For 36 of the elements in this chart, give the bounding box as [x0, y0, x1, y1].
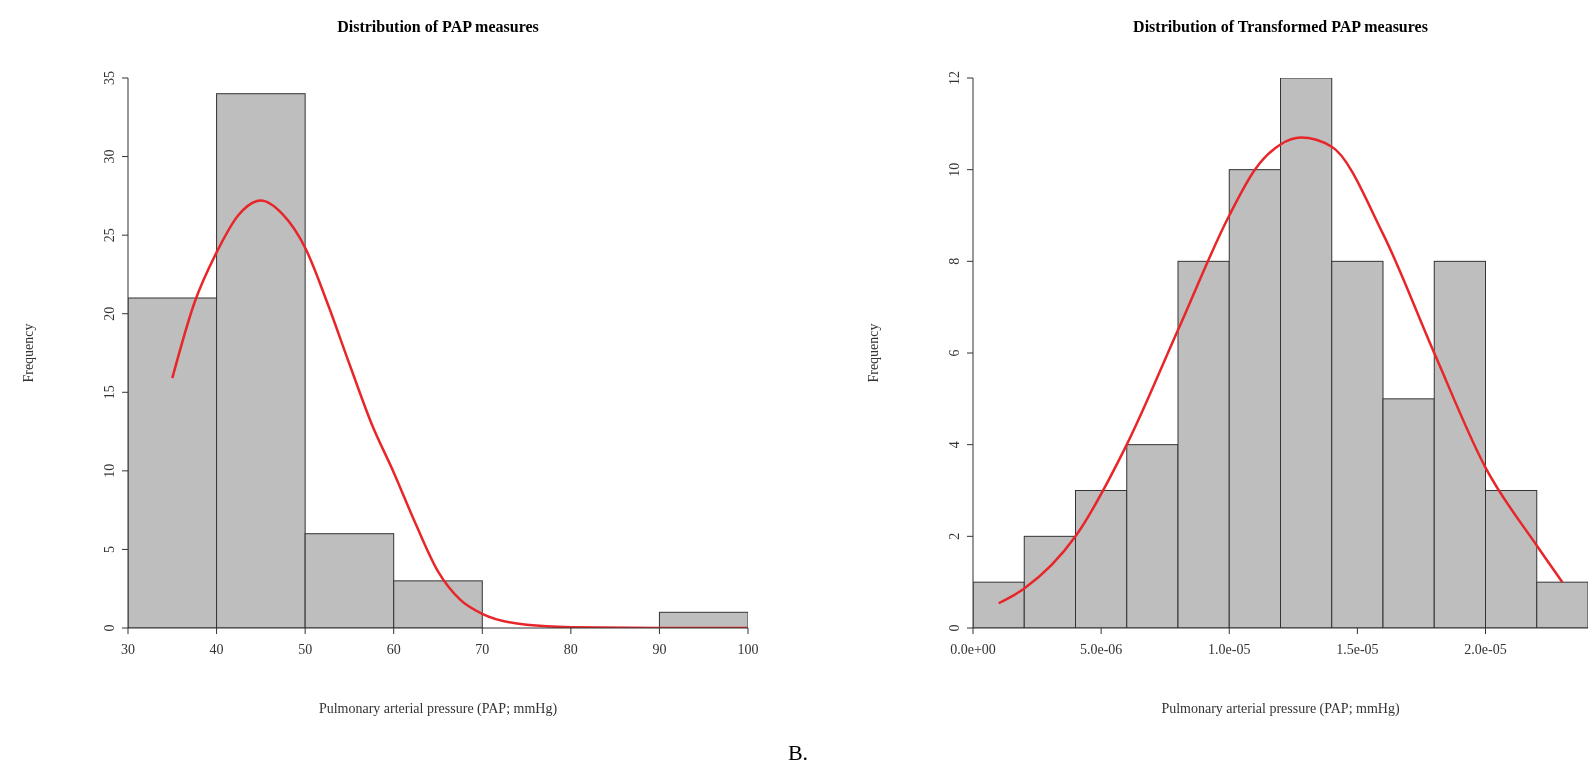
- y-tick-label: 8: [947, 257, 962, 265]
- y-tick-label: 10: [947, 162, 962, 177]
- x-tick-label: 1.5e-05: [1336, 641, 1379, 657]
- y-tick-label: 10: [102, 463, 117, 478]
- x-tick-label: 90: [652, 641, 667, 657]
- y-tick-label: 4: [947, 441, 962, 449]
- y-tick-label: 30: [102, 149, 117, 164]
- x-tick-label: 100: [737, 641, 759, 657]
- y-axis-title: Frequency: [20, 323, 36, 383]
- y-tick-label: 0: [947, 624, 962, 632]
- y-tick-label: 20: [102, 306, 117, 321]
- y-tick-label: 0: [102, 624, 117, 632]
- x-axis-title: Pulmonary arterial pressure (PAP; mmHg): [1161, 701, 1400, 717]
- y-tick-label: 5: [102, 545, 117, 553]
- x-tick-label: 80: [563, 641, 578, 657]
- text: B.: [787, 740, 809, 766]
- y-axis-title: Frequency: [865, 323, 881, 383]
- line-series: [997, 136, 1564, 605]
- chart-title: Distribution of Transformed PAP measures: [1132, 18, 1429, 36]
- x-tick-label: 2.0e-05: [1464, 641, 1507, 657]
- x-tick-label: 60: [386, 641, 401, 657]
- y-tick-label: 2: [947, 532, 962, 540]
- x-axis-title: Pulmonary arterial pressure (PAP; mmHg): [318, 701, 558, 717]
- x-tick-label: 5.0e-06: [1079, 641, 1123, 657]
- x-tick-label: 30: [121, 641, 135, 657]
- x-tick-label: 0.0e+00: [950, 641, 996, 657]
- x-tick-label: 40: [209, 641, 224, 657]
- y-tick-label: 15: [102, 385, 117, 400]
- y-tick-label: 25: [102, 228, 117, 243]
- y-tick-label: 6: [947, 349, 962, 357]
- x-tick-label: 70: [475, 641, 490, 657]
- y-tick-label: 35: [102, 71, 117, 85]
- x-tick-label: 50: [298, 641, 313, 657]
- x-tick-label: 1.0e-05: [1208, 641, 1251, 657]
- y-tick-label: 12: [947, 71, 962, 85]
- chart-title: Distribution of PAP measures: [336, 18, 540, 36]
